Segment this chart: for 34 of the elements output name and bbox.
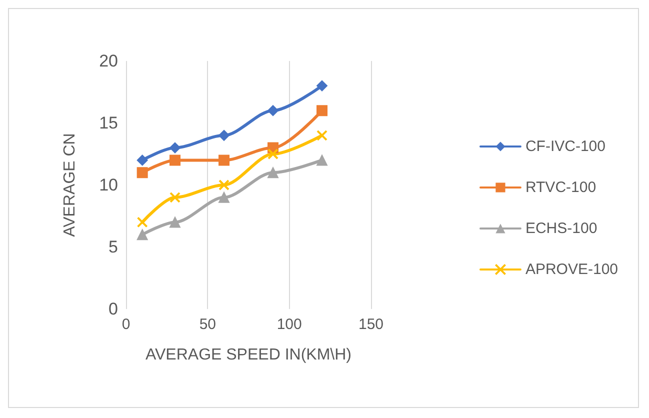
y-tick-label: 0 [108, 300, 118, 318]
legend-label: RTVC-100 [525, 179, 596, 196]
y-tick-label: 20 [99, 52, 118, 70]
point [316, 80, 328, 92]
point [170, 142, 180, 154]
point [170, 154, 180, 166]
point [316, 130, 328, 141]
point [136, 167, 148, 178]
point [170, 216, 180, 228]
x-axis-title: AVERAGE SPEED IN(KM\H) [146, 346, 352, 364]
point [268, 148, 278, 160]
y-tick-label: 10 [99, 176, 118, 194]
x-tick-label: 100 [276, 316, 302, 333]
point [268, 167, 278, 178]
point [218, 130, 230, 141]
y-axis-title: AVERAGE CN [62, 133, 78, 237]
legend-label: APROVE-100 [525, 261, 618, 278]
point [136, 229, 148, 240]
y-tick-label: 5 [108, 238, 118, 256]
point [218, 180, 230, 190]
point [136, 154, 148, 166]
legend-label: CF-IVC-100 [525, 138, 606, 155]
point [218, 154, 230, 166]
point [170, 192, 180, 203]
x-tick-label: 50 [199, 316, 216, 333]
point [218, 192, 230, 203]
point [136, 216, 148, 228]
legend-label: ECHS-100 [525, 220, 598, 237]
y-tick-label: 15 [99, 114, 118, 132]
x-tick-label: 150 [358, 316, 384, 333]
point [316, 105, 328, 116]
x-tick-label: 0 [122, 316, 130, 333]
point [316, 154, 328, 166]
point [268, 105, 278, 116]
